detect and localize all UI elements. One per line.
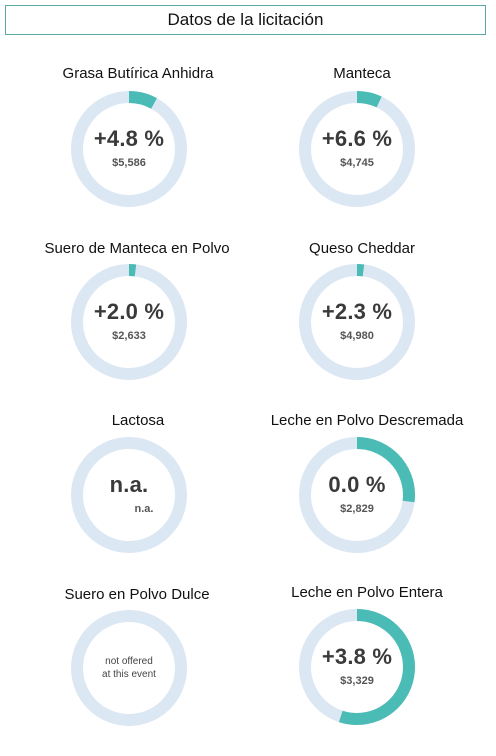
product-name: Suero en Polvo Dulce <box>64 586 210 603</box>
not-offered-note-line2: at this event <box>102 669 156 680</box>
product-name: Suero de Manteca en Polvo <box>44 240 230 257</box>
product-name: Leche en Polvo Entera <box>291 584 443 601</box>
donut-track <box>71 437 187 553</box>
page-title-text: Datos de la licitación <box>167 10 324 29</box>
product-card-manteca: Manteca +6.6 % $4,745 <box>248 65 496 235</box>
donut-chart: n.a. n.a. <box>70 436 188 554</box>
donut-arc <box>299 437 415 553</box>
change-percent: +2.3 % <box>321 299 393 324</box>
not-offered-note-line1: not offered <box>105 656 153 667</box>
change-percent: n.a. <box>109 472 149 497</box>
donut-arc <box>299 609 415 725</box>
product-card-grasa-butirica: Grasa Butírica Anhidra +4.8 % $5,586 <box>0 65 248 235</box>
change-percent: +3.8 % <box>321 644 393 669</box>
product-card-suero-manteca: Suero de Manteca en Polvo +2.0 % $2,633 <box>0 240 248 410</box>
product-card-lactosa: Lactosa n.a. n.a. <box>0 412 248 582</box>
change-percent: +4.8 % <box>93 126 165 151</box>
product-name: Grasa Butírica Anhidra <box>62 65 214 82</box>
donut-chart: not offered at this event <box>70 609 188 727</box>
donut-arc <box>71 264 187 380</box>
donut-chart: +4.8 % $5,586 <box>70 90 188 208</box>
product-card-leche-descremada: Leche en Polvo Descremada 0.0 % $2,829 <box>248 412 496 582</box>
price-value: $4,980 <box>340 330 374 342</box>
change-percent: +6.6 % <box>321 126 393 151</box>
donut-chart: +3.8 % $3,329 <box>298 608 416 726</box>
product-name: Lactosa <box>111 412 165 429</box>
change-percent: 0.0 % <box>328 472 386 497</box>
product-name: Queso Cheddar <box>309 240 415 257</box>
product-card-suero-dulce: Suero en Polvo Dulce not offered at this… <box>0 586 248 756</box>
donut-track <box>71 610 187 726</box>
page-title: Datos de la licitación <box>5 5 486 35</box>
price-value: n.a. <box>134 503 154 515</box>
product-grid: Grasa Butírica Anhidra +4.8 % $5,586 Man… <box>0 65 496 726</box>
donut-chart: +6.6 % $4,745 <box>298 90 416 208</box>
change-percent: +2.0 % <box>93 299 165 324</box>
donut-chart: +2.3 % $4,980 <box>298 263 416 381</box>
product-name: Leche en Polvo Descremada <box>270 412 464 429</box>
price-value: $5,586 <box>112 157 146 169</box>
product-card-leche-entera: Leche en Polvo Entera +3.8 % $3,329 <box>248 584 496 754</box>
donut-chart: 0.0 % $2,829 <box>298 436 416 554</box>
donut-chart: +2.0 % $2,633 <box>70 263 188 381</box>
price-value: $3,329 <box>340 675 374 687</box>
donut-arc <box>299 91 415 207</box>
price-value: $2,633 <box>112 330 146 342</box>
product-name: Manteca <box>333 65 391 82</box>
donut-arc <box>299 264 415 380</box>
product-card-queso-cheddar: Queso Cheddar +2.3 % $4,980 <box>248 240 496 410</box>
price-value: $2,829 <box>340 503 374 515</box>
price-value: $4,745 <box>340 157 374 169</box>
donut-arc <box>71 91 187 207</box>
